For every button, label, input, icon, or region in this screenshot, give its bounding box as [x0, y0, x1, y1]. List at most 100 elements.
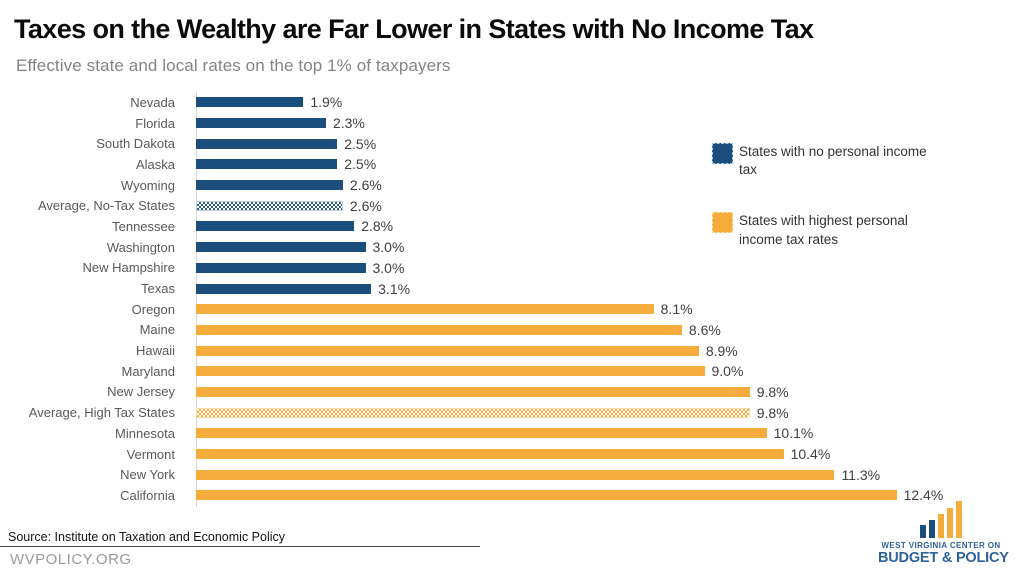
category-label: Tennessee — [112, 218, 175, 234]
chart-row: Tennessee 2.8% — [0, 216, 1024, 237]
logo-bar — [929, 520, 935, 538]
logo-bar — [938, 514, 944, 538]
category-label: New York — [120, 467, 175, 483]
bar-minnesota — [196, 428, 767, 439]
value-label: 2.6% — [349, 197, 382, 214]
legend-swatch-yellow — [712, 212, 733, 234]
category-label: Average, No-Tax States — [37, 198, 175, 214]
chart-row: Florida 2.3% — [0, 113, 1024, 134]
chart-row: California 12.4% — [0, 485, 1024, 506]
category-label: Maine — [139, 322, 175, 338]
logo-text-line1: WEST VIRGINIA CENTER ON — [881, 541, 1001, 550]
logo-bar — [947, 508, 953, 538]
chart-row: New Hampshire 3.0% — [0, 258, 1024, 279]
bar-washington — [196, 242, 366, 253]
value-label: 2.8% — [361, 218, 394, 235]
value-label: 12.4% — [903, 487, 944, 504]
category-label: Vermont — [126, 446, 175, 462]
chart-row: Hawaii 8.9% — [0, 340, 1024, 361]
chart-row: Average, No-Tax States 2.6% — [0, 195, 1024, 216]
bar-hawaii — [196, 345, 699, 356]
bar-texas — [196, 283, 372, 294]
logo-bar — [956, 501, 962, 538]
chart-row: Texas 3.1% — [0, 278, 1024, 299]
value-label: 2.5% — [344, 156, 377, 173]
bar-california — [196, 490, 897, 501]
value-label: 9.8% — [756, 383, 789, 400]
legend-label: States with no personal income tax — [739, 144, 927, 178]
category-label: Maryland — [121, 363, 175, 379]
value-label: 8.9% — [705, 342, 738, 359]
source-divider-line — [0, 546, 480, 547]
value-label: 11.3% — [841, 466, 881, 483]
value-label: 1.9% — [310, 94, 343, 111]
category-label: Hawaii — [135, 343, 175, 359]
chart-row: Washington 3.0% — [0, 237, 1024, 258]
bar-wyoming — [196, 180, 343, 191]
value-label: 3.0% — [372, 259, 405, 276]
category-label: Minnesota — [115, 425, 175, 441]
chart-row: Minnesota 10.1% — [0, 423, 1024, 444]
value-label: 8.1% — [660, 301, 693, 318]
value-label: 9.8% — [756, 404, 789, 421]
bar-florida — [196, 118, 326, 129]
bar-new-hampshire — [196, 262, 366, 273]
category-label: Wyoming — [120, 177, 175, 193]
chart-row: Maryland 9.0% — [0, 361, 1024, 382]
chart-row: Nevada 1.9% — [0, 92, 1024, 113]
bar-maryland — [196, 366, 705, 377]
legend-label: States with highest personal income tax … — [739, 213, 908, 247]
category-label: Average, High Tax States — [28, 405, 175, 421]
logo-bar — [920, 525, 926, 538]
bar-nevada — [196, 97, 304, 108]
value-label: 9.0% — [711, 363, 744, 380]
legend-item-high-tax: States with highest personal income tax … — [712, 212, 934, 248]
page-title: Taxes on the Wealthy are Far Lower in St… — [14, 14, 814, 44]
bar-chart: Nevada 1.9% Florida 2.3% South Dakota 2.5% Ala… — [0, 92, 1024, 506]
logo-text-line2: BUDGET & POLICY — [878, 550, 1009, 566]
value-label: 2.5% — [344, 135, 377, 152]
chart-row: Alaska 2.5% — [0, 154, 1024, 175]
footer-url: WVPOLICY.ORG — [10, 551, 132, 568]
bar-average-no-tax-states — [196, 200, 343, 211]
bar-new-jersey — [196, 386, 750, 397]
chart-row: New Jersey 9.8% — [0, 382, 1024, 403]
category-label: Florida — [135, 115, 175, 131]
category-label: New Hampshire — [82, 260, 175, 276]
value-label: 10.4% — [790, 446, 831, 463]
bar-oregon — [196, 304, 654, 315]
legend-item-no-tax: States with no personal income tax — [712, 143, 934, 179]
bar-average-high-tax-states — [196, 407, 750, 418]
chart-row: Maine 8.6% — [0, 320, 1024, 341]
value-label: 3.1% — [378, 280, 411, 297]
bar-south-dakota — [196, 138, 338, 149]
legend-swatch-blue — [712, 143, 733, 164]
chart-row: Vermont 10.4% — [0, 444, 1024, 465]
category-label: Washington — [106, 239, 175, 255]
chart-row: South Dakota 2.5% — [0, 133, 1024, 154]
category-label: Texas — [141, 281, 175, 297]
category-label: Oregon — [131, 301, 175, 317]
wv-center-logo: WEST VIRGINIA CENTER ON BUDGET & POLICY — [878, 501, 1009, 566]
value-label: 8.6% — [688, 321, 721, 338]
y-axis-line — [196, 92, 197, 507]
category-label: California — [120, 487, 175, 503]
bar-tennessee — [196, 221, 355, 232]
logo-bars-icon — [878, 501, 1004, 538]
value-label: 2.6% — [349, 177, 382, 194]
category-label: Alaska — [135, 156, 175, 172]
page-subtitle: Effective state and local rates on the t… — [16, 56, 451, 75]
category-label: South Dakota — [96, 136, 175, 152]
category-label: Nevada — [130, 94, 175, 110]
chart-legend: States with no personal income tax State… — [712, 143, 934, 282]
bar-maine — [196, 324, 682, 335]
value-label: 2.3% — [332, 115, 365, 132]
chart-row: New York 11.3% — [0, 464, 1024, 485]
chart-row: Wyoming 2.6% — [0, 175, 1024, 196]
value-label: 3.0% — [372, 239, 405, 256]
bar-alaska — [196, 159, 338, 170]
source-note: Source: Institute on Taxation and Econom… — [8, 530, 286, 544]
chart-row: Average, High Tax States 9.8% — [0, 402, 1024, 423]
bar-new-york — [196, 469, 835, 480]
